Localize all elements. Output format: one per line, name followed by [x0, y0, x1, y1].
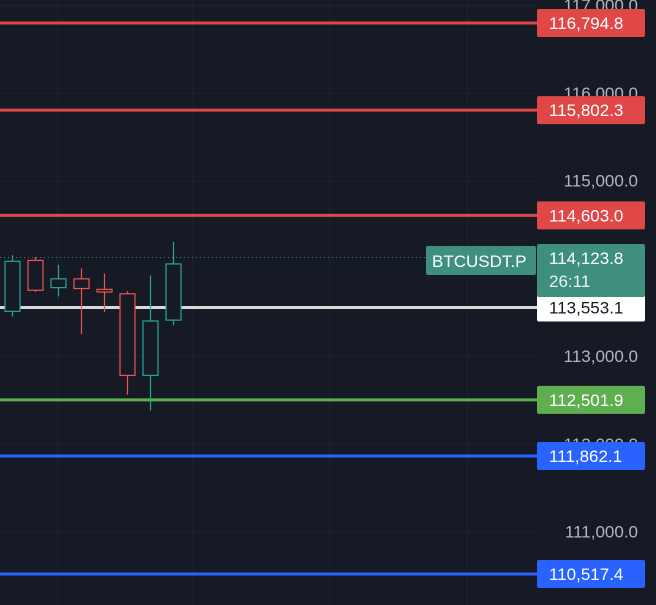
- last-price-text: 114,123.8: [549, 249, 623, 268]
- candles: [4, 241, 182, 411]
- candle: [142, 275, 159, 411]
- candle: [50, 264, 67, 297]
- level-label-support-green: 112,501.9: [549, 391, 623, 410]
- level-label-box-support-green: [537, 385, 645, 414]
- price-levels: [0, 21, 538, 576]
- symbol-label-text: BTCUSDT.P: [432, 252, 526, 271]
- candle-body: [4, 260, 21, 312]
- candle-body: [165, 263, 182, 321]
- level-labels: 116,794.8 115,802.3 114,603.0 113,553.1 112,…: [537, 9, 645, 588]
- candle: [119, 291, 136, 395]
- candle-body: [50, 278, 67, 289]
- candle-body: [73, 278, 90, 290]
- level-label-resistance-1: 114,603.0: [549, 206, 623, 225]
- candle-body: [142, 320, 159, 377]
- last-price-box: [537, 244, 645, 297]
- symbol-label: BTCUSDT.P: [426, 246, 536, 275]
- y-tick-label: 115,000.0: [564, 172, 638, 191]
- level-label-support-blue-2: 110,517.4: [549, 565, 623, 584]
- level-label-box-resistance-2: [537, 96, 645, 125]
- countdown-text: 26:11: [549, 272, 590, 291]
- candle-body: [119, 293, 136, 377]
- chart-grid: [0, 0, 536, 605]
- level-label-box-resistance-3: [537, 9, 645, 38]
- level-label-resistance-2: 115,802.3: [549, 101, 623, 120]
- level-label-resistance-3: 116,794.8: [549, 14, 623, 33]
- level-label-box-support-blue-2: [537, 560, 645, 588]
- y-tick-label: 113,000.0: [564, 347, 638, 366]
- last-price-label: 114,123.8 26:11: [537, 244, 645, 297]
- candle: [4, 255, 21, 317]
- candle: [27, 256, 44, 293]
- candle: [96, 273, 113, 313]
- y-tick-label: 111,000.0: [565, 523, 638, 542]
- level-label-support-blue-1: 111,862.1: [549, 447, 622, 466]
- candle-body: [96, 288, 113, 293]
- level-label-box-reference: [537, 293, 645, 322]
- symbol-label-box: [426, 246, 536, 275]
- candle: [73, 268, 90, 335]
- candle-body: [27, 259, 44, 291]
- level-label-box-resistance-1: [537, 201, 645, 230]
- level-label-reference: 113,553.1: [549, 299, 623, 318]
- candle: [165, 241, 182, 326]
- level-label-box-support-blue-1: [537, 441, 645, 470]
